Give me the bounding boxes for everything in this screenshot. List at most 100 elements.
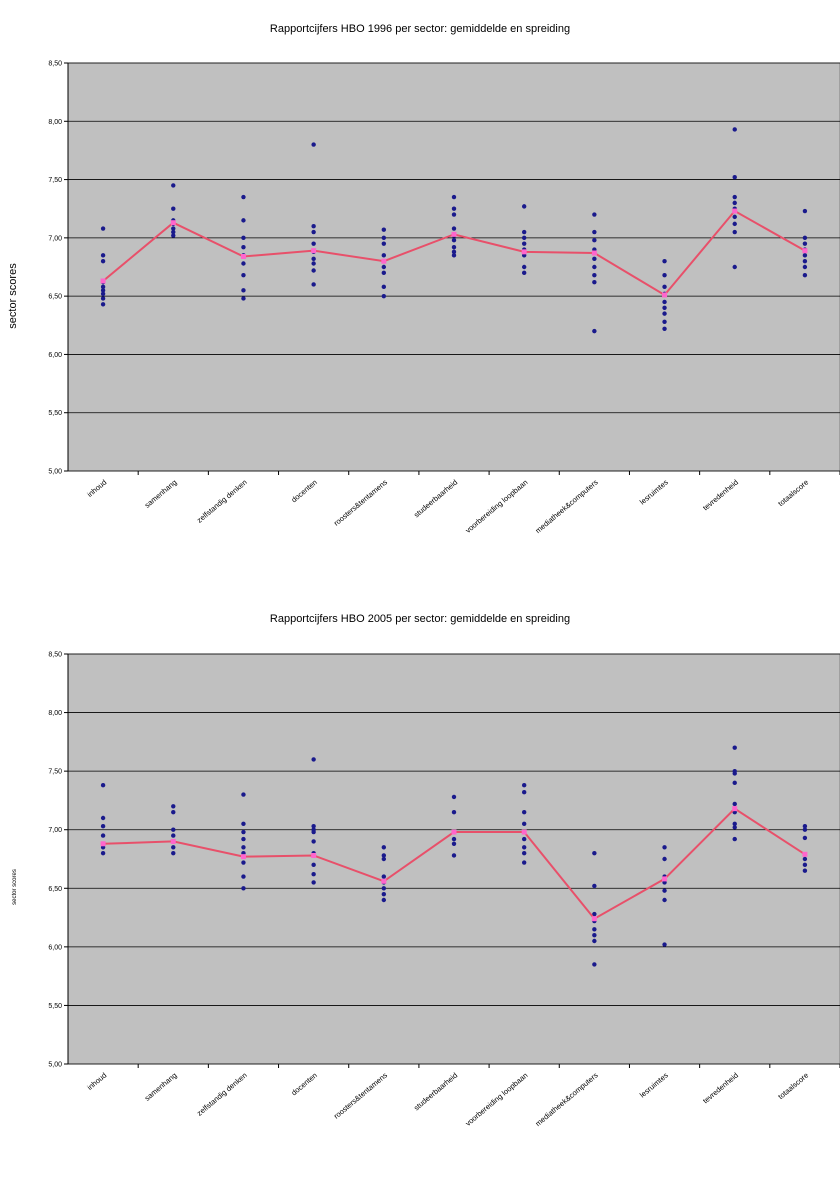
data-point [241, 272, 246, 278]
data-point [311, 872, 316, 877]
mean-marker [521, 829, 527, 835]
y-tick-label: 7,00 [48, 827, 62, 834]
data-point [311, 224, 316, 229]
data-point [451, 253, 457, 258]
mean-marker [100, 841, 106, 847]
data-point [732, 780, 737, 786]
mean-marker [451, 231, 457, 237]
data-point [521, 241, 527, 246]
data-point [732, 745, 737, 750]
data-point [592, 237, 597, 243]
x-tick-label: lesruimtes [638, 477, 670, 506]
data-point [521, 264, 527, 270]
mean-marker [802, 851, 808, 857]
y-tick-label: 8,50 [48, 652, 62, 659]
data-point [662, 272, 667, 278]
data-point [802, 208, 808, 214]
mean-marker [311, 852, 317, 858]
data-point [592, 212, 597, 217]
data-point [592, 850, 597, 856]
x-tick-label: lesruimtes [638, 1070, 670, 1099]
data-point [662, 897, 667, 903]
data-point [381, 853, 387, 858]
data-point [732, 200, 737, 206]
data-point [521, 821, 527, 827]
data-point [732, 229, 737, 235]
data-point [732, 194, 737, 200]
data-point [802, 835, 808, 841]
y-tick-label: 6,50 [48, 886, 62, 893]
data-point [100, 783, 106, 788]
data-point [451, 841, 457, 846]
data-point [732, 771, 737, 776]
data-point [662, 319, 667, 324]
chart-title: Rapportcijfers HBO 2005 per sector: gemi… [270, 613, 570, 625]
data-point [521, 860, 527, 865]
data-point [802, 856, 808, 862]
data-point [732, 801, 737, 807]
y-tick-label: 8,00 [48, 119, 62, 126]
x-tick-label: samenhang [143, 1071, 179, 1103]
data-point [592, 229, 597, 235]
data-point [311, 268, 316, 273]
y-tick-label: 5,00 [48, 1062, 62, 1069]
data-point [241, 194, 246, 200]
data-point [592, 932, 597, 938]
x-tick-label: totaalscore [776, 1071, 810, 1101]
data-point [311, 142, 316, 147]
data-point [241, 860, 246, 865]
data-point [451, 809, 457, 815]
x-tick-label: mediatheek&computers [534, 477, 600, 535]
data-point [311, 829, 316, 835]
data-point [241, 244, 246, 250]
data-point [802, 272, 808, 278]
x-tick-label: docenten [289, 1071, 318, 1098]
data-point [451, 226, 457, 231]
data-point [521, 229, 527, 235]
data-point [311, 757, 316, 762]
data-point [802, 868, 808, 873]
data-point [521, 783, 527, 788]
data-point [521, 809, 527, 815]
data-point [311, 880, 316, 885]
data-point [521, 270, 527, 276]
data-point [521, 836, 527, 842]
data-point [171, 226, 176, 231]
x-tick-label: voorbereiding loopbaan [464, 478, 530, 535]
data-point [311, 261, 316, 266]
data-point [100, 288, 106, 293]
x-tick-label: studeerbaarheid [412, 478, 459, 520]
data-point [381, 235, 387, 241]
data-point [311, 256, 316, 262]
data-point [592, 272, 597, 278]
mean-marker [100, 278, 106, 284]
x-tick-label: inhoud [85, 1071, 108, 1092]
mean-marker [591, 250, 597, 256]
data-point [521, 235, 527, 241]
mean-marker [381, 878, 387, 884]
data-point [381, 293, 387, 299]
data-point [592, 279, 597, 285]
data-point [241, 886, 246, 891]
data-point [802, 253, 808, 258]
data-point [381, 227, 387, 232]
data-point [171, 809, 176, 815]
data-point [241, 296, 246, 301]
data-point [732, 821, 737, 827]
mean-marker [521, 249, 527, 255]
data-point [241, 235, 246, 241]
data-point [171, 833, 176, 838]
x-tick-label: mediatheek&computers [534, 1070, 600, 1128]
x-tick-label: tevredenheid [701, 478, 740, 513]
data-point [171, 229, 176, 235]
data-point [381, 845, 387, 850]
data-point [311, 282, 316, 287]
data-point [732, 221, 737, 227]
data-point [241, 218, 246, 223]
x-tick-label: totaalscore [776, 478, 810, 508]
data-point [241, 874, 246, 879]
y-tick-label: 5,50 [48, 410, 62, 417]
data-point [311, 862, 316, 868]
mean-marker [732, 208, 738, 214]
y-tick-label: 7,50 [48, 769, 62, 776]
